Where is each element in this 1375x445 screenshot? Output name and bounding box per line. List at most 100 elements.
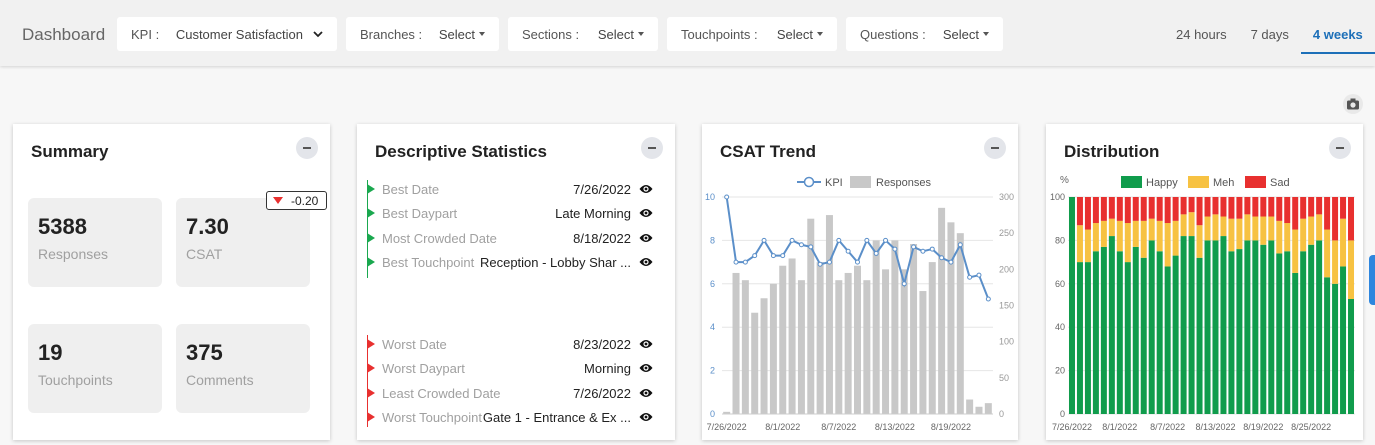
collapse-button[interactable] [296, 137, 318, 159]
y2-tick-label: 50 [999, 373, 1009, 383]
bar-segment [1076, 225, 1083, 263]
bar [966, 399, 974, 414]
bar-segment [1140, 197, 1147, 221]
legend-swatch [1121, 176, 1142, 188]
stat-row: Best Date 7/26/2022 [357, 179, 675, 199]
bar-segment [1220, 216, 1227, 237]
bar-segment [1260, 244, 1267, 414]
bar-segment [1140, 257, 1147, 414]
bar-segment [1236, 197, 1243, 219]
filter-label: KPI : [131, 26, 160, 42]
bar-segment [1228, 251, 1235, 414]
row-marker [367, 256, 375, 267]
bar-segment [1332, 240, 1339, 284]
bar-segment [1084, 197, 1091, 230]
bar-segment [1300, 218, 1307, 252]
bar-segment [1292, 197, 1299, 230]
stat-row: Least Crowded Date 7/26/2022 [357, 383, 675, 403]
collapse-button[interactable] [641, 137, 663, 159]
filter[interactable]: KPI : Customer Satisfaction [117, 17, 337, 51]
bar [760, 298, 768, 414]
bar-segment [1348, 298, 1355, 414]
y2-tick-label: 200 [999, 264, 1014, 274]
bar-segment [1132, 246, 1139, 414]
y-axis-label: % [1060, 175, 1069, 186]
view-icon[interactable] [639, 206, 653, 224]
bar-segment [1316, 197, 1323, 215]
stat-label: Best Touchpoint [382, 254, 475, 270]
side-tab[interactable] [1369, 255, 1375, 305]
bar-segment [1244, 240, 1251, 414]
card-title: Summary [31, 142, 109, 161]
bar-segment [1188, 212, 1195, 237]
point [976, 272, 982, 278]
bar-segment [1332, 197, 1339, 241]
bar-segment [1084, 262, 1091, 414]
bar-segment [1300, 251, 1307, 414]
y2-tick-label: 100 [999, 337, 1014, 347]
point [939, 255, 945, 261]
stat-row: Worst Touchpoint Gate 1 - Entrance & Ex .… [357, 407, 675, 427]
bar-segment [1324, 229, 1331, 278]
point [733, 259, 739, 265]
bar-segment [1172, 255, 1179, 414]
bar-segment [1100, 197, 1107, 221]
y-tick-label: 60 [1055, 279, 1065, 289]
time-range-tab[interactable]: 7 days [1250, 27, 1289, 42]
stat-tile: 375 Comments [176, 324, 310, 413]
row-marker [367, 363, 375, 374]
filter[interactable]: Touchpoints : Select [667, 17, 837, 51]
view-icon[interactable] [639, 386, 653, 404]
caret-icon [983, 32, 989, 36]
view-icon[interactable] [639, 410, 653, 428]
row-marker [367, 411, 375, 422]
time-range-tab[interactable]: 24 hours [1176, 27, 1227, 42]
filter-label: Sections : [522, 26, 580, 42]
x-tick-label: 8/1/2022 [1102, 422, 1137, 432]
best-divider [367, 180, 368, 278]
bar-segment [1268, 240, 1275, 414]
camera-button[interactable] [1343, 94, 1363, 114]
legend-label: Meh [1213, 177, 1234, 189]
x-tick-label: 8/25/2022 [1291, 422, 1331, 432]
stat-value: 7.30 [186, 214, 229, 239]
bar-segment [1164, 223, 1171, 267]
view-icon[interactable] [639, 361, 653, 379]
filter[interactable]: Branches : Select [346, 17, 499, 51]
bar [919, 291, 927, 414]
bar-segment [1252, 216, 1259, 241]
bar-segment [1196, 225, 1203, 258]
view-icon[interactable] [639, 255, 653, 273]
view-icon[interactable] [639, 182, 653, 200]
bar [825, 215, 833, 414]
legend-swatch [1245, 176, 1266, 188]
view-icon[interactable] [639, 337, 653, 355]
bar-segment [1100, 246, 1107, 414]
point [780, 253, 786, 259]
bar-segment [1308, 197, 1315, 217]
time-range-tab[interactable]: 4 weeks [1300, 18, 1375, 54]
collapse-button[interactable] [1329, 137, 1351, 159]
filter[interactable]: Sections : Select [508, 17, 658, 51]
legend-label: KPI [825, 177, 843, 189]
bar-segment [1332, 283, 1339, 414]
y-tick-label: 4 [710, 322, 715, 332]
filter[interactable]: Questions : Select [846, 17, 1003, 51]
header: Dashboard KPI : Customer Satisfaction Bra… [0, 0, 1375, 66]
bar-segment [1300, 197, 1307, 219]
down-triangle [273, 197, 283, 204]
y-tick-label: 10 [705, 192, 715, 202]
stat-value: Gate 1 - Entrance & Ex ... [482, 409, 631, 425]
filter-value: Select [942, 26, 979, 42]
bar-segment [1244, 197, 1251, 215]
caret-icon [638, 32, 644, 36]
chevron-icon [313, 31, 323, 38]
collapse-button[interactable] [984, 137, 1006, 159]
y-tick-label: 80 [1055, 235, 1065, 245]
bar [844, 272, 852, 414]
point [752, 253, 758, 259]
bar [732, 272, 740, 414]
bar-segment [1092, 251, 1099, 414]
view-icon[interactable] [639, 231, 653, 249]
bar-segment [1108, 236, 1115, 414]
